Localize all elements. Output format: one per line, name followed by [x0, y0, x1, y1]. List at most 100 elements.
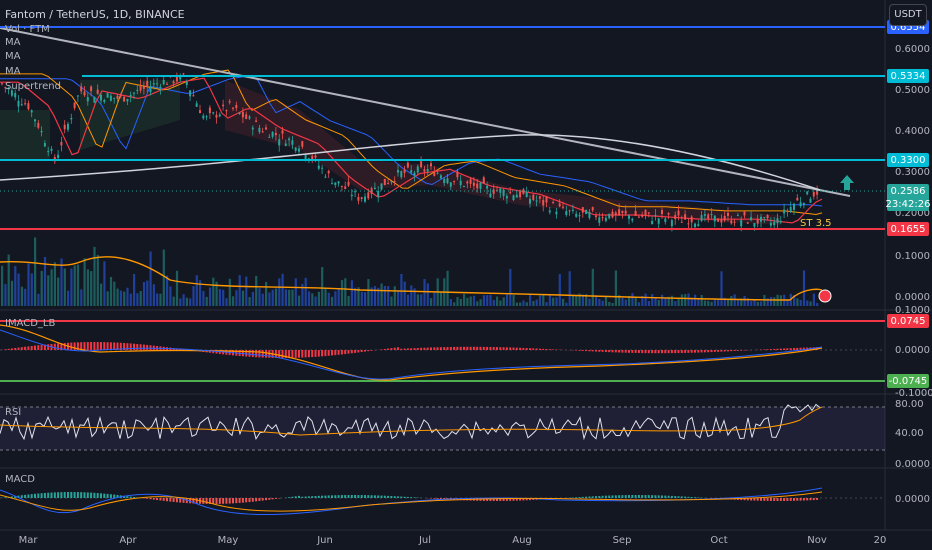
macd-histogram-bar — [628, 495, 630, 498]
volume-bar — [37, 293, 40, 306]
volume-bar — [727, 299, 730, 306]
candle-body — [195, 103, 198, 107]
vol-indicator-label[interactable]: Vol · FTM — [5, 24, 50, 35]
macd-histogram-bar — [43, 492, 46, 498]
imacd-histogram-bar — [449, 346, 452, 350]
macd-histogram-bar — [350, 495, 353, 498]
macd-histogram-bar — [436, 498, 439, 499]
volume-bar — [241, 290, 245, 306]
imacd-histogram-bar — [327, 350, 330, 356]
price-badge-cyan-lower-bg — [887, 153, 929, 167]
price-axis-tick: 0.5000 — [895, 85, 930, 96]
candle-body — [786, 210, 789, 212]
macd-histogram-bar — [311, 496, 314, 498]
volume-bar — [753, 300, 756, 306]
macd-pane-label[interactable]: MACD — [5, 474, 35, 485]
candle-body — [723, 215, 726, 221]
volume-bar — [93, 246, 96, 306]
candle-body — [245, 114, 248, 119]
ma-indicator-label-2[interactable]: MA — [5, 51, 21, 62]
volume-bar — [169, 286, 172, 306]
macd-histogram-bar — [40, 493, 43, 498]
imacd-histogram-bar — [694, 350, 696, 353]
candle-body — [730, 220, 733, 224]
volume-bar — [628, 296, 631, 306]
volume-bar — [585, 294, 588, 306]
candle-body — [159, 86, 162, 89]
currency-button[interactable]: USDT — [889, 4, 927, 26]
volume-bar — [109, 277, 113, 306]
candle-body — [525, 191, 528, 198]
candle-body — [816, 189, 819, 195]
imacd-histogram-bar — [783, 348, 786, 350]
imacd-histogram-bar — [443, 347, 446, 350]
supertrend-indicator-label[interactable]: Supertrend — [5, 81, 61, 92]
imacd-histogram-bar — [628, 350, 630, 353]
candle-body — [578, 215, 581, 217]
imacd-badge-lower: -0.0745 — [889, 376, 928, 387]
candle-body — [235, 105, 238, 109]
macd-histogram-bar — [4, 497, 7, 498]
candle-body — [30, 110, 33, 113]
macd-histogram-bar — [70, 492, 73, 498]
volume-bar — [53, 262, 56, 306]
candle-body — [40, 131, 43, 133]
macd-histogram-bar — [585, 496, 588, 498]
imacd-histogram-bar — [657, 350, 660, 354]
rsi-pane-label[interactable]: RSI — [5, 407, 22, 418]
candle-body — [212, 112, 215, 114]
volume-bar — [334, 291, 337, 306]
candle-body — [568, 210, 571, 212]
volume-bar — [10, 280, 14, 306]
imacd-histogram-bar — [680, 350, 683, 353]
macd-histogram-bar — [57, 492, 60, 498]
imacd-axis-tick: -0.1000 — [895, 388, 932, 399]
candle-body — [387, 182, 390, 184]
candle-body — [60, 142, 63, 146]
volume-bar — [34, 237, 37, 306]
volume-bar — [354, 287, 357, 306]
volume-bar — [694, 294, 697, 306]
candle-body — [152, 83, 155, 85]
macd-histogram-bar — [459, 498, 462, 501]
ma-indicator-label-1[interactable]: MA — [5, 37, 21, 48]
volume-bar — [373, 286, 377, 306]
candle-body — [674, 215, 677, 220]
candle-body — [624, 210, 627, 214]
imacd-histogram-bar — [383, 348, 386, 350]
imacd-histogram-bar — [251, 350, 254, 358]
imacd-histogram-bar — [281, 350, 284, 358]
candle-body — [20, 104, 23, 106]
imacd-histogram-bar — [133, 343, 135, 350]
imacd-histogram-bar — [529, 348, 531, 350]
volume-bar — [552, 297, 555, 306]
candle-body — [641, 214, 644, 217]
imacd-histogram-bar — [274, 350, 277, 358]
volume-bar — [17, 273, 20, 306]
macd-axis-tick: 0.0000 — [895, 494, 930, 505]
candle-body — [644, 209, 647, 216]
imacd-histogram-bar — [489, 346, 492, 350]
macd-histogram-bar — [47, 492, 50, 498]
imacd-histogram-bar — [294, 350, 297, 358]
candle-body — [443, 178, 446, 184]
macd-histogram-bar — [30, 494, 33, 498]
volume-bar — [232, 296, 235, 306]
candle-body — [47, 151, 50, 153]
macd-histogram-bar — [337, 495, 340, 498]
candle-body — [34, 119, 36, 122]
ma-indicator-label-3[interactable]: MA — [5, 66, 21, 77]
candle-body — [416, 166, 419, 173]
imacd-histogram-bar — [743, 350, 746, 351]
volume-bar — [390, 296, 393, 306]
volume-bar — [212, 277, 215, 306]
macd-histogram-bar — [73, 492, 76, 498]
imacd-pane-label[interactable]: IMACD_LB — [5, 318, 56, 329]
imacd-histogram-bar — [53, 343, 56, 350]
candle-body — [17, 100, 20, 107]
candle-body — [591, 207, 594, 211]
candle-body — [4, 87, 7, 89]
candle-body — [687, 223, 690, 225]
volume-bar — [809, 301, 812, 306]
